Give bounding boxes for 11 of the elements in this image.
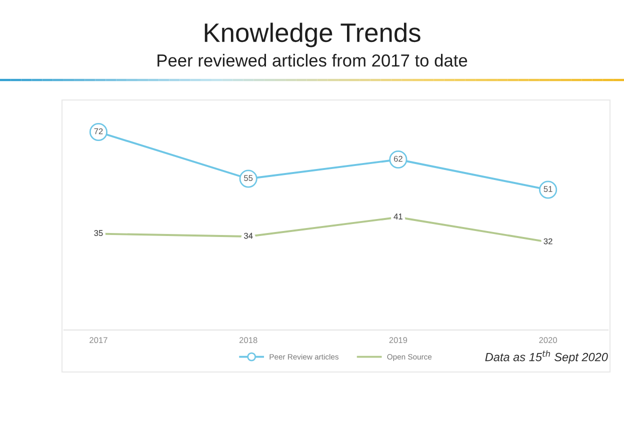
data-label: 62 xyxy=(394,156,402,162)
x-tick-label: 2019 xyxy=(389,337,408,344)
x-tick-label: 2020 xyxy=(539,337,557,344)
text: Data as 15$^{th}$ Sept 2020 xyxy=(485,350,608,364)
data-label: 55 xyxy=(244,175,253,181)
chart-subtitle: Peer reviewed articles from 2017 to date xyxy=(158,54,468,67)
x-tick-label: 2018 xyxy=(239,337,258,344)
data-label: 72 xyxy=(94,128,103,134)
x-tick-label: 2017 xyxy=(90,337,108,344)
chart-title: Knowledge Trends xyxy=(204,22,420,48)
data-label: 51 xyxy=(544,186,552,192)
